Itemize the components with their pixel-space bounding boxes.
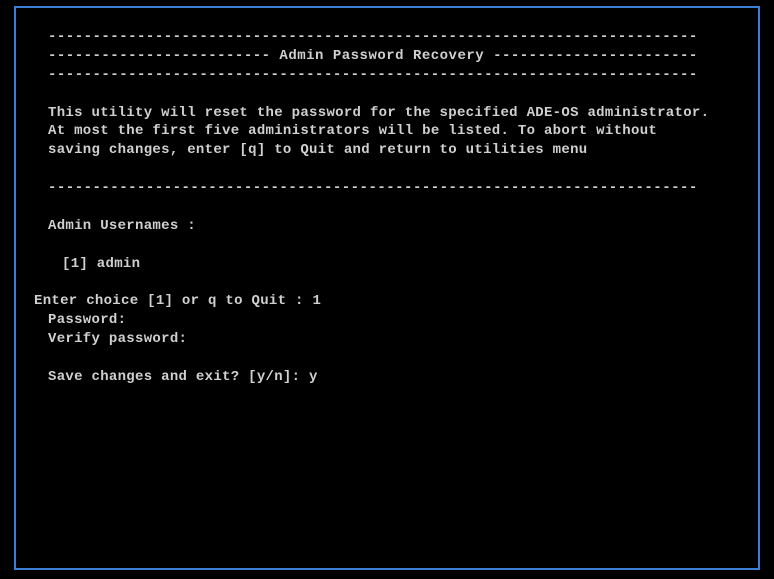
user-item-1: [1] admin xyxy=(34,255,740,274)
blank-line xyxy=(34,236,740,255)
choice-prompt-label: Enter choice [1] or q to Quit : xyxy=(34,293,312,309)
intro-line-2: At most the first five administrators wi… xyxy=(34,122,740,141)
password-label[interactable]: Password: xyxy=(34,311,740,330)
intro-line-3: saving changes, enter [q] to Quit and re… xyxy=(34,141,740,160)
blank-line xyxy=(34,85,740,104)
rule-top: ----------------------------------------… xyxy=(34,28,740,47)
save-prompt-label: Save changes and exit? [y/n]: xyxy=(48,369,309,385)
choice-prompt-line[interactable]: Enter choice [1] or q to Quit : 1 xyxy=(34,292,740,311)
intro-line-1: This utility will reset the password for… xyxy=(34,104,740,123)
usernames-header: Admin Usernames : xyxy=(34,217,740,236)
blank-line xyxy=(34,160,740,179)
verify-password-label[interactable]: Verify password: xyxy=(34,330,740,349)
rule-under-title: ----------------------------------------… xyxy=(34,66,740,85)
save-prompt-line[interactable]: Save changes and exit? [y/n]: y xyxy=(34,368,740,387)
rule-mid: ----------------------------------------… xyxy=(34,179,740,198)
blank-line xyxy=(34,198,740,217)
blank-line xyxy=(34,349,740,368)
terminal-window[interactable]: ----------------------------------------… xyxy=(14,6,760,570)
choice-value: 1 xyxy=(312,293,321,309)
title-line: ------------------------- Admin Password… xyxy=(34,47,740,66)
blank-line xyxy=(34,274,740,293)
save-value: y xyxy=(309,369,318,385)
